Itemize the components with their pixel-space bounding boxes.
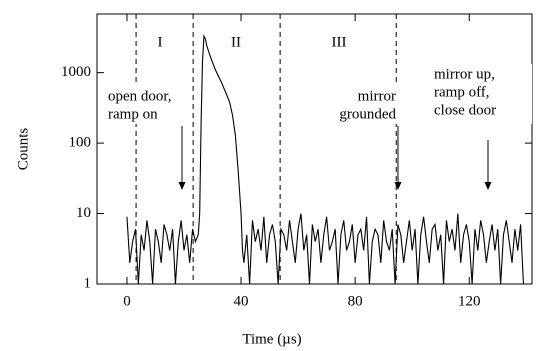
annotation-box [104,86,182,124]
x-tick-label: 120 [458,293,481,309]
y-tick-label: 100 [69,135,92,151]
x-axis-label: Time (µs) [242,331,301,347]
annotation-text: open door, [108,88,172,104]
x-tick-label: 80 [348,293,363,309]
annotation-text: close door [434,102,496,118]
annotation-arrowhead [178,182,186,190]
y-tick-label: 1000 [61,64,91,80]
region-label: I [158,34,163,50]
annotation-text: mirror [358,88,396,104]
region-label: III [332,34,347,50]
annotation-box [330,86,400,124]
annotation-arrowhead [484,182,492,190]
annotation-text: ramp on [108,106,158,122]
y-tick-label: 1 [84,275,92,291]
annotation-text: ramp off, [434,84,490,100]
x-tick-label: 0 [123,293,131,309]
annotation-text: mirror up, [434,66,495,82]
data-line [126,33,524,285]
annotation-box [430,64,532,124]
y-axis-label: Counts [15,128,31,171]
annotation-arrowhead [394,182,402,190]
annotation-text: grounded [339,106,396,122]
region-label: II [231,34,241,50]
plot-frame [96,13,533,285]
y-tick-label: 10 [76,205,91,221]
x-tick-label: 40 [234,293,249,309]
